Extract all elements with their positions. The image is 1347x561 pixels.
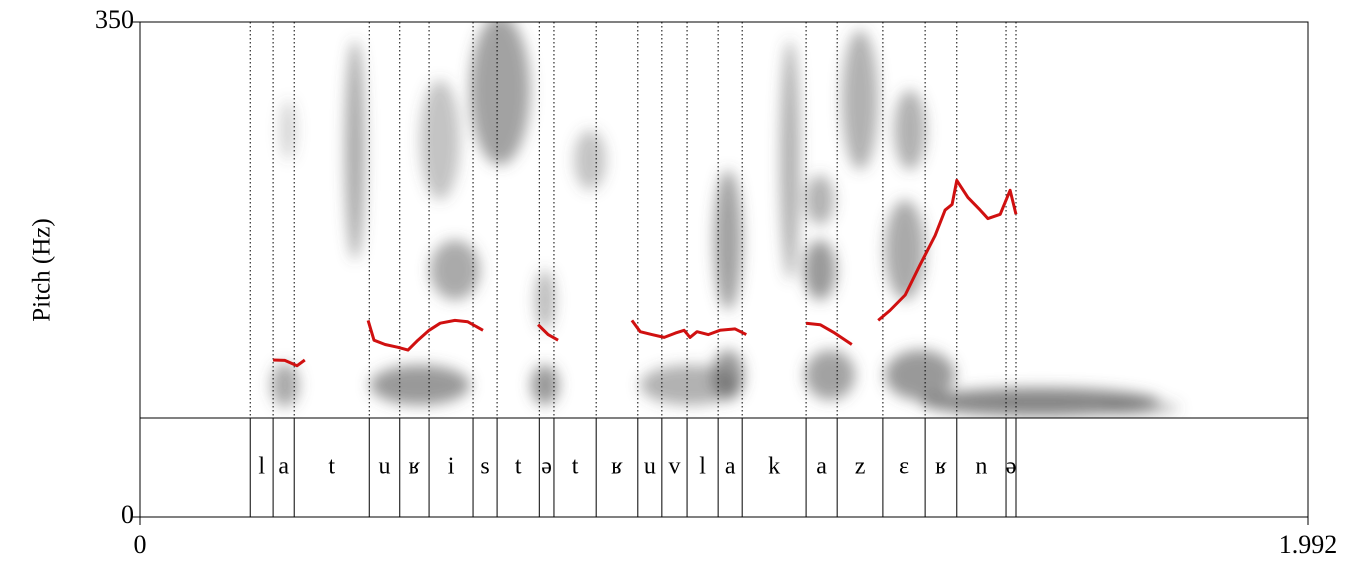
segment-label: n <box>975 454 987 480</box>
y-axis-label: Pitch (Hz) <box>29 218 56 321</box>
segment-label: a <box>725 454 736 480</box>
segment-label: ə <box>541 454 552 480</box>
y-tick-label: 350 <box>95 5 134 34</box>
spectrogram <box>271 22 1180 416</box>
segment-label: t <box>572 454 579 480</box>
segment-label: ʁ <box>409 454 421 480</box>
y-tick-label: 0 <box>121 500 134 529</box>
segment-label: s <box>480 454 489 480</box>
pitch-contour <box>273 178 1018 368</box>
segment-label: l <box>258 454 265 480</box>
segment-label: t <box>515 454 522 480</box>
x-tick-label: 0 <box>134 530 147 559</box>
segment-label: k <box>768 454 780 480</box>
x-tick-label: 1.992 <box>1279 530 1338 559</box>
segment-label: ə <box>1006 454 1017 480</box>
segment-label: z <box>855 454 866 480</box>
plot-frame <box>139 21 1309 518</box>
segment-label: i <box>448 454 455 480</box>
segment-label: u <box>379 454 391 480</box>
segment-label: l <box>699 454 706 480</box>
segment-label: v <box>668 454 680 480</box>
segment-label: t <box>328 454 335 480</box>
segment-label: ʁ <box>611 454 623 480</box>
segment-label: ʁ <box>935 454 947 480</box>
segment-label: a <box>816 454 827 480</box>
segment-label: ɛ <box>899 454 909 480</box>
segment-label: a <box>278 454 289 480</box>
segment-label: u <box>644 454 656 480</box>
